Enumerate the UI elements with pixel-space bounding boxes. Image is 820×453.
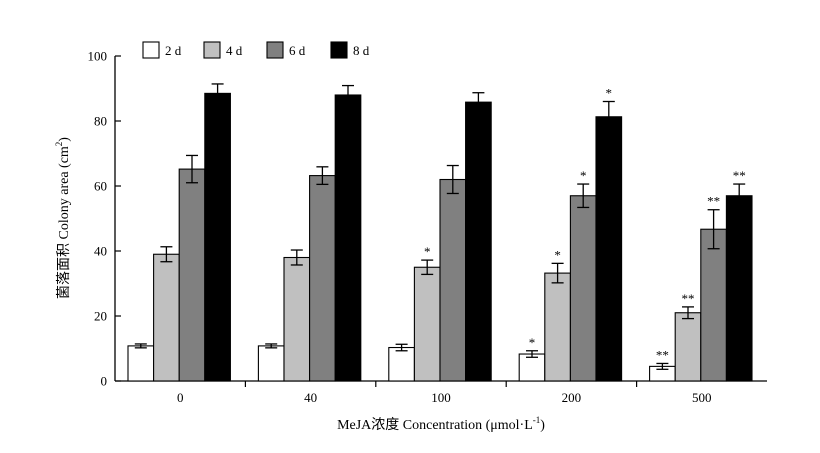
error-bar-4d-200 [551, 262, 564, 284]
bar-8d-40 [334, 94, 362, 382]
bar-2d-100 [388, 346, 415, 382]
y-axis-label: 菌落面积 Colony area (cm2) [54, 137, 72, 299]
legend: 2 d 4 d 6 d 8 d [142, 41, 370, 59]
error-bar-2d-0 [134, 343, 147, 349]
error-bar-8d-200 [602, 100, 615, 133]
error-bar-2d-200 [526, 350, 538, 358]
significance-mark-4d-500: ** [682, 291, 695, 306]
x-tick-label-500: 500 [692, 390, 712, 405]
y-tick-label-0: 0 [101, 374, 108, 389]
error-bar-6d-500 [707, 209, 720, 250]
error-bar-8d-100 [472, 92, 485, 113]
bar-8d-200 [595, 116, 623, 382]
bar-6d-0 [178, 168, 206, 382]
error-bar-6d-0 [186, 154, 198, 184]
y-axis-ticks: 0 20 40 60 80 100 [88, 49, 121, 389]
legend-swatch-2d [142, 41, 160, 59]
significance-mark-2d-200: * [529, 335, 536, 350]
legend-label-8d: 8 d [353, 43, 370, 58]
bar-4d-500 [674, 312, 702, 382]
error-bar-2d-500 [656, 362, 669, 370]
error-bar-6d-40 [316, 166, 329, 186]
y-tick-label-60: 60 [94, 179, 107, 194]
y-tick-label-20: 20 [94, 309, 107, 324]
bar-2d-40 [257, 345, 285, 382]
bar-2d-200 [518, 353, 546, 382]
error-bar-4d-0 [160, 246, 173, 263]
error-bar-2d-40 [265, 343, 278, 349]
bar-series-group: **** ********* [127, 83, 753, 382]
x-tick-label-200: 200 [562, 390, 582, 405]
bar-8d-100 [465, 101, 492, 382]
x-axis-label: MeJA浓度 Concentration (μmol·L-1) [337, 415, 545, 433]
bar-8d-0 [204, 92, 231, 382]
legend-swatch-4d [203, 41, 221, 59]
y-tick-label-100: 100 [88, 49, 108, 64]
error-bar-4d-40 [290, 249, 303, 266]
error-bar-6d-200 [577, 183, 590, 209]
significance-mark-4d-100: * [424, 244, 431, 259]
error-bar-8d-40 [342, 84, 354, 106]
bar-4d-0 [153, 253, 180, 382]
y-axis-label-end: ) [57, 137, 72, 142]
error-bar-2d-100 [395, 343, 408, 352]
legend-swatch-6d [266, 41, 284, 59]
bar-8d-500 [725, 195, 753, 382]
y-tick-label-80: 80 [94, 114, 107, 129]
x-tick-label-100: 100 [431, 390, 451, 405]
bar-6d-200 [569, 195, 597, 382]
error-bar-8d-0 [211, 83, 224, 104]
significance-mark-6d-200: * [580, 168, 587, 183]
bar-4d-100 [413, 266, 441, 382]
error-bar-4d-100 [421, 259, 434, 276]
error-bar-4d-500 [682, 306, 694, 320]
bar-6d-500 [700, 228, 727, 382]
bar-4d-200 [544, 272, 571, 382]
y-tick-label-40: 40 [94, 244, 107, 259]
x-axis-label-sup: -1 [533, 415, 541, 425]
legend-label-2d: 2 d [165, 43, 182, 58]
bar-4d-40 [283, 256, 311, 382]
error-bar-8d-500 [733, 183, 746, 209]
x-tick-label-40: 40 [304, 390, 317, 405]
bar-6d-40 [309, 175, 336, 382]
x-axis-ticks: 0 40 100 200 500 [177, 381, 712, 405]
legend-label-4d: 4 d [226, 43, 243, 58]
bar-6d-100 [439, 178, 467, 382]
x-axis-label-end: ) [540, 418, 545, 433]
significance-mark-8d-500: ** [733, 168, 746, 183]
y-axis-label-sup: 2 [54, 142, 64, 147]
significance-mark-8d-200: * [606, 86, 613, 101]
significance-mark-6d-500: ** [707, 194, 720, 209]
x-tick-label-0: 0 [177, 390, 184, 405]
significance-mark-4d-200: * [554, 247, 561, 262]
error-bar-6d-100 [446, 164, 459, 195]
significance-mark-2d-500: ** [656, 347, 669, 362]
legend-label-6d: 6 d [289, 43, 306, 58]
legend-swatch-8d [330, 41, 348, 59]
bar-2d-0 [127, 345, 155, 382]
